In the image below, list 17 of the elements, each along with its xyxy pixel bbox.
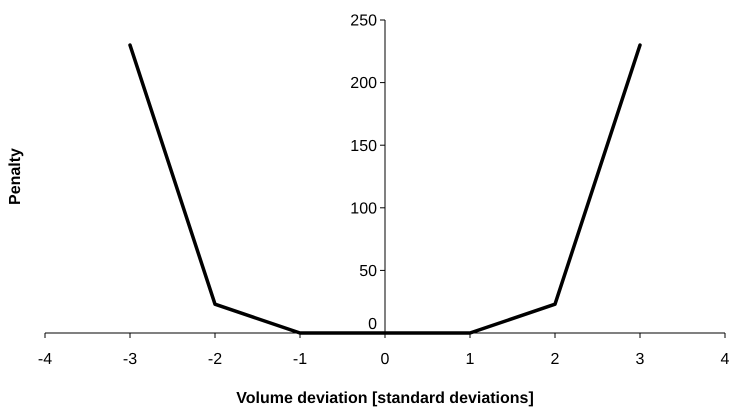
y-tick-label: 200 bbox=[350, 75, 378, 92]
y-tick-label: 50 bbox=[359, 263, 378, 280]
y-tick-label: 100 bbox=[350, 200, 378, 218]
x-tick-label: 0 bbox=[380, 351, 390, 368]
y-tick-label: 150 bbox=[350, 138, 378, 155]
y-tick-label: 250 bbox=[350, 12, 378, 30]
y-tick-label: 0 bbox=[368, 316, 378, 333]
x-tick-label: -2 bbox=[208, 351, 222, 368]
x-tick-label: 4 bbox=[720, 351, 730, 368]
y-axis-title: Penalty bbox=[7, 148, 24, 205]
x-tick-label: 3 bbox=[636, 351, 645, 368]
x-tick-label: -1 bbox=[292, 351, 308, 368]
x-axis-title: Volume deviation [standard deviations] bbox=[236, 390, 534, 407]
x-tick-label: -3 bbox=[122, 351, 138, 368]
x-tick-label: 2 bbox=[550, 351, 560, 368]
x-tick-label: -4 bbox=[38, 351, 52, 368]
x-tick-label: 1 bbox=[466, 351, 475, 368]
